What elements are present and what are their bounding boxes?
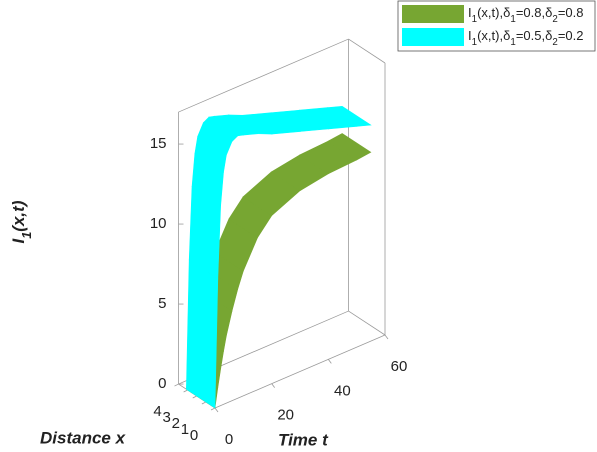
legend-label: I1(x,t),δ1=0.5,δ2=0.2 [468, 28, 584, 48]
y-tick-label: 4 [153, 403, 161, 420]
y-tick [192, 395, 197, 399]
y-tick-label: 0 [190, 427, 198, 444]
surface-patch [327, 105, 372, 127]
y-tick-label: 2 [172, 415, 180, 432]
legend-swatch [402, 5, 464, 23]
box-edge [178, 38, 349, 113]
z-axis-label: I1(x,t) [9, 200, 33, 243]
y-tick-label: 1 [181, 421, 189, 438]
surface-patch [186, 259, 219, 409]
legend-swatch [402, 28, 464, 46]
y-axis-label: Distance x [40, 428, 127, 447]
x-tick [271, 383, 275, 388]
y-tick [210, 407, 216, 411]
box-edge [348, 310, 386, 336]
z-tick-label: 15 [150, 135, 167, 152]
legend: I1(x,t),δ1=0.8,δ2=0.8 I1(x,t),δ1=0.5,δ2=0… [397, 0, 596, 52]
z-tick-label: 0 [158, 375, 166, 392]
x-tick [328, 359, 332, 364]
x-tick [384, 334, 389, 340]
z-tick-label: 10 [150, 215, 167, 232]
z-tick-label: 5 [158, 295, 166, 312]
y-tick [183, 389, 188, 393]
x-tick-label: 60 [391, 358, 408, 375]
x-tick-label: 0 [225, 431, 233, 448]
x-tick-label: 40 [334, 382, 351, 399]
x-axis-label: Time t [278, 430, 329, 449]
surface-patch [327, 133, 372, 161]
legend-label: I1(x,t),δ1=0.8,δ2=0.8 [468, 5, 584, 25]
y-tick [201, 401, 207, 405]
y-tick [174, 383, 179, 387]
x-axis [214, 334, 386, 409]
box-edge [348, 38, 386, 64]
x-tick [214, 407, 219, 413]
y-tick-label: 3 [162, 409, 170, 426]
x-tick-label: 20 [277, 407, 294, 424]
surface [186, 105, 372, 409]
